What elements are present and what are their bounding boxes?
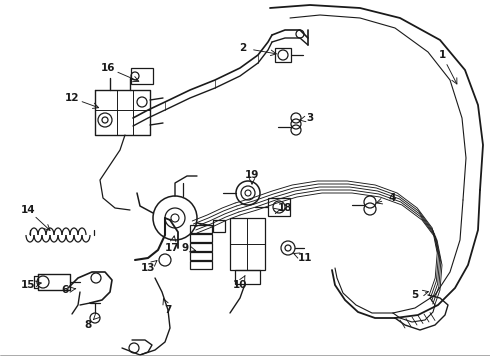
Bar [213,220,225,232]
Bar [275,48,291,62]
Text: 1: 1 [439,50,445,60]
Bar [268,198,290,216]
Text: 3: 3 [306,113,314,123]
Text: 14: 14 [21,205,35,215]
Bar [190,243,212,251]
Bar [131,68,153,84]
Bar [190,261,212,269]
Text: 16: 16 [101,63,115,73]
Text: 8: 8 [84,320,92,330]
Text: 5: 5 [412,290,418,300]
Text: 7: 7 [164,305,171,315]
Text: 18: 18 [278,203,292,213]
Bar [190,234,212,242]
Text: 19: 19 [245,170,259,180]
Text: 13: 13 [141,263,155,273]
Text: 12: 12 [65,93,79,103]
Text: 6: 6 [61,285,69,295]
Bar [190,225,212,233]
Text: 15: 15 [21,280,35,290]
Text: 17: 17 [165,243,179,253]
Bar [230,218,265,270]
Text: 10: 10 [233,280,247,290]
Bar [190,252,212,260]
Bar [235,270,260,284]
Text: 4: 4 [388,193,396,203]
Text: 9: 9 [181,243,189,253]
Text: 11: 11 [298,253,312,263]
Text: 2: 2 [240,43,246,53]
